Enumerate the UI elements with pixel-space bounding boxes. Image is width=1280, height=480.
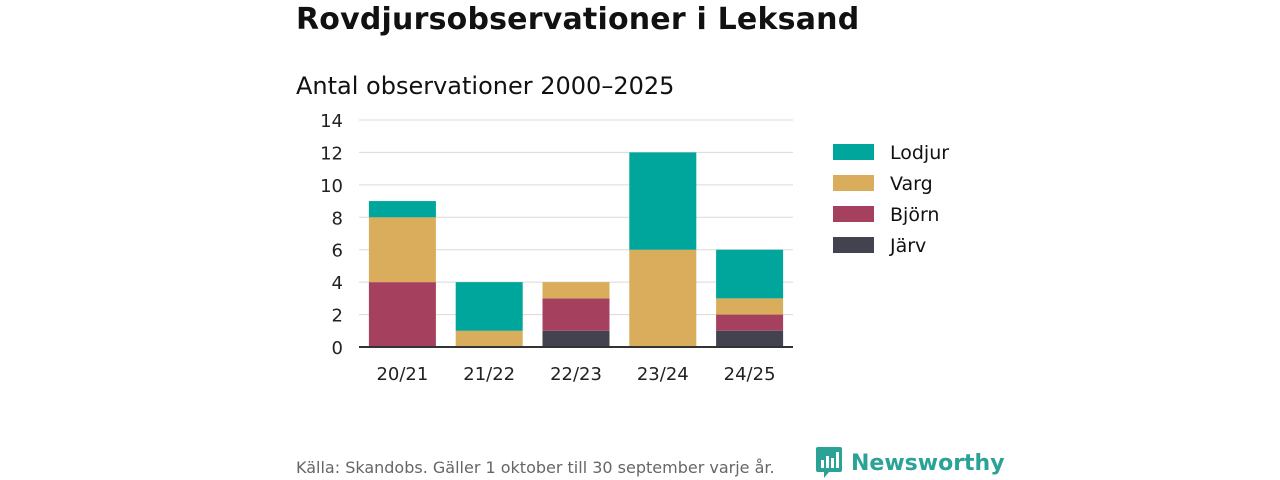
y-tick-label: 4 [332,273,343,294]
x-tick-label: 21/22 [463,364,515,385]
y-tick-label: 6 [332,241,343,262]
bar-segment-varg [629,249,697,347]
bar-segment-björn [716,314,784,331]
brand: Newsworthy [815,446,1005,480]
bar-segment-lodjur [455,282,523,331]
bar-segment-björn [368,282,436,347]
bar-segment-varg [455,330,523,347]
legend-swatch [833,237,874,253]
bar-segment-varg [716,298,784,315]
legend-label: Lodjur [890,142,949,164]
source-note: Källa: Skandobs. Gäller 1 oktober till 3… [296,458,775,477]
legend-swatch [833,175,874,191]
bar-segment-järv [716,330,784,347]
y-tick-label: 0 [332,338,343,359]
legend-label: Järv [889,235,926,257]
x-tick-label: 20/21 [376,364,428,385]
bar-segment-varg [368,217,436,283]
bar-segment-järv [542,330,610,347]
y-tick-label: 12 [320,143,343,164]
legend-label: Björn [890,204,939,226]
y-tick-label: 8 [332,208,343,229]
legend-label: Varg [890,173,933,195]
brand-name: Newsworthy [851,450,1005,476]
y-tick-label: 14 [320,111,343,132]
newsworthy-logo-icon [816,447,842,478]
bar-segment-lodjur [716,249,784,299]
bar-segment-lodjur [629,152,697,250]
bar-segment-varg [542,282,610,299]
bar-segment-lodjur [368,201,436,218]
stacked-bar-chart: 0 2 4 6 8 10 12 14 20/21 21/22 22/23 23/24 24/25 Lodj… [320,111,949,385]
x-tick-label: 23/24 [637,364,689,385]
chart-subtitle: Antal observationer 2000–2025 [296,72,675,100]
legend-swatch [833,144,874,160]
x-tick-label: 22/23 [550,364,602,385]
legend-swatch [833,206,874,222]
x-tick-label: 24/25 [724,364,776,385]
page-title: Rovdjursobservationer i Leksand [296,2,860,37]
y-tick-label: 2 [332,306,343,327]
y-tick-label: 10 [320,176,343,197]
bar-segment-björn [542,298,610,331]
